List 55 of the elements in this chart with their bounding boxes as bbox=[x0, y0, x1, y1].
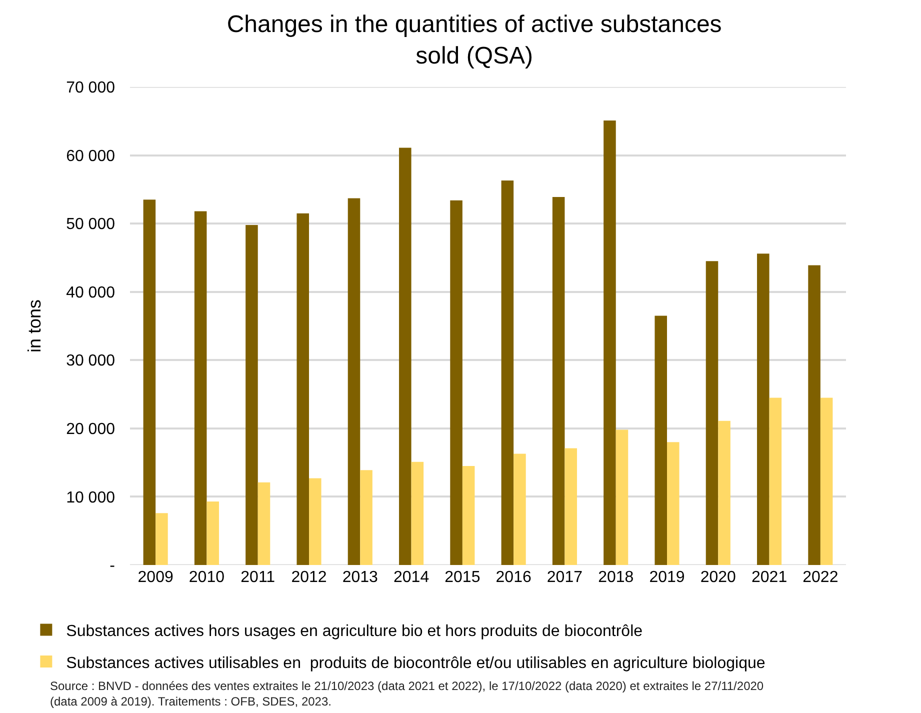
bar bbox=[156, 513, 168, 565]
y-tick-label: - bbox=[110, 558, 115, 575]
bar bbox=[552, 196, 565, 565]
bar bbox=[654, 316, 667, 565]
x-tick-label: 2009 bbox=[138, 569, 174, 586]
x-tick-label: 2010 bbox=[188, 569, 225, 586]
x-tick-label: 2021 bbox=[751, 569, 788, 586]
bar bbox=[462, 466, 475, 565]
legend-label: Substances actives hors usages en agriculture bio et hors produits de biocontrôle bbox=[66, 622, 643, 640]
bar bbox=[706, 261, 718, 565]
legend-label: Substances actives utilisables en produits de biocontrôle et/ou utilisables en agriculture biologique bbox=[66, 654, 766, 672]
bar bbox=[616, 430, 628, 565]
x-tick-label: 2019 bbox=[649, 569, 685, 586]
x-tick-label: 2020 bbox=[700, 569, 736, 586]
bar bbox=[143, 200, 156, 565]
chart-title: Changes in the quantities of active substances sold (QSA) bbox=[226, 11, 722, 70]
bar bbox=[769, 398, 782, 565]
bar bbox=[501, 180, 514, 565]
x-tick-label: 2013 bbox=[342, 569, 378, 586]
x-tick-label: 2016 bbox=[496, 569, 532, 586]
x-tick-label: 2014 bbox=[393, 569, 430, 586]
x-tick-label: 2018 bbox=[598, 569, 634, 586]
bar bbox=[808, 265, 820, 565]
bar bbox=[450, 200, 462, 565]
bar bbox=[296, 213, 309, 565]
bar bbox=[399, 148, 412, 565]
bar bbox=[514, 454, 526, 565]
bar bbox=[604, 120, 616, 565]
bar bbox=[360, 470, 372, 565]
x-tick-label: 2015 bbox=[444, 569, 480, 586]
x-tick-label: 2017 bbox=[546, 569, 583, 586]
bar bbox=[309, 478, 322, 565]
bar bbox=[564, 448, 577, 565]
y-axis-title: in tons bbox=[24, 299, 44, 353]
y-tick-label: 30 000 bbox=[66, 352, 116, 370]
bar bbox=[206, 501, 219, 565]
bar bbox=[246, 224, 258, 565]
y-tick-label: 20 000 bbox=[66, 421, 116, 438]
bar bbox=[348, 198, 360, 565]
bar bbox=[757, 254, 770, 565]
x-tick-label: 2011 bbox=[240, 569, 276, 586]
bar bbox=[258, 482, 270, 565]
y-tick-label: 40 000 bbox=[66, 284, 116, 302]
bar bbox=[718, 420, 730, 565]
y-tick-label: 50 000 bbox=[66, 216, 116, 234]
bar bbox=[667, 442, 680, 565]
bar bbox=[194, 211, 207, 565]
x-tick-label: 2012 bbox=[291, 569, 327, 586]
y-tick-label: 70 000 bbox=[66, 80, 116, 97]
y-tick-label: 10 000 bbox=[66, 489, 116, 506]
y-tick-label: 60 000 bbox=[66, 148, 116, 165]
bar bbox=[820, 398, 833, 565]
bar bbox=[411, 462, 424, 565]
source-note: Source : BNVD - données des ventes extraites le 21/10/2023 (data 2021 et 2022), le 17/10/2022 (data 2020) et extraites le 27/11/2020 (data 2009 à 2019). Traitements : OFB, SDES, 2023. bbox=[50, 679, 764, 709]
x-tick-label: 2022 bbox=[802, 569, 838, 586]
